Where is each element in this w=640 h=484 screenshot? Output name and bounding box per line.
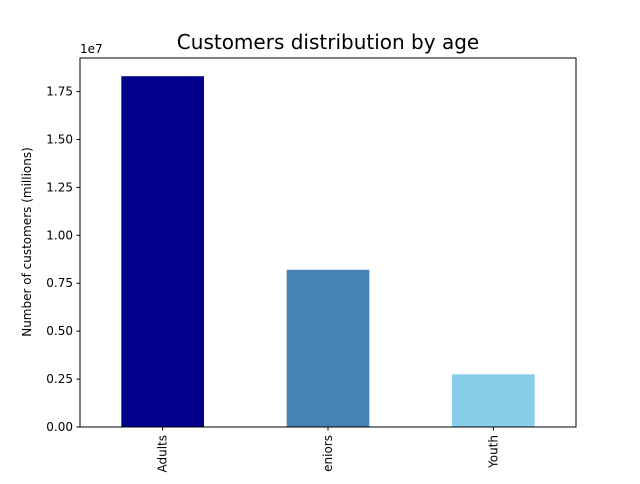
y-tick-label: 0.00 <box>46 420 73 434</box>
bar-adults <box>121 76 204 428</box>
y-tick-label: 1.75 <box>46 85 73 99</box>
y-tick-label: 1.00 <box>46 228 73 242</box>
y-axis-label: Number of customers (millions) <box>20 147 34 337</box>
x-tick-label: Youth <box>486 435 500 469</box>
y-axis-offset-label: 1e7 <box>80 42 103 56</box>
y-tick-label: 1.25 <box>46 180 73 194</box>
bar-eniors <box>286 269 370 427</box>
x-tick-label: Adults <box>156 435 170 473</box>
y-tick-label: 1.50 <box>46 132 73 146</box>
y-axis-ticks: 0.00 0.25 0.50 0.75 1.00 1.25 1.50 1.75 <box>46 85 80 434</box>
x-tick-label: eniors <box>321 435 335 472</box>
chart-title: Customers distribution by age <box>177 30 479 54</box>
bars-group <box>121 76 535 428</box>
x-axis-ticks: Adults eniors Youth <box>156 427 500 473</box>
y-tick-label: 0.50 <box>46 324 73 338</box>
y-tick-label: 0.25 <box>46 372 73 386</box>
y-tick-label: 0.75 <box>46 276 73 290</box>
bar-youth <box>452 374 535 427</box>
plot-area-frame <box>79 57 577 428</box>
